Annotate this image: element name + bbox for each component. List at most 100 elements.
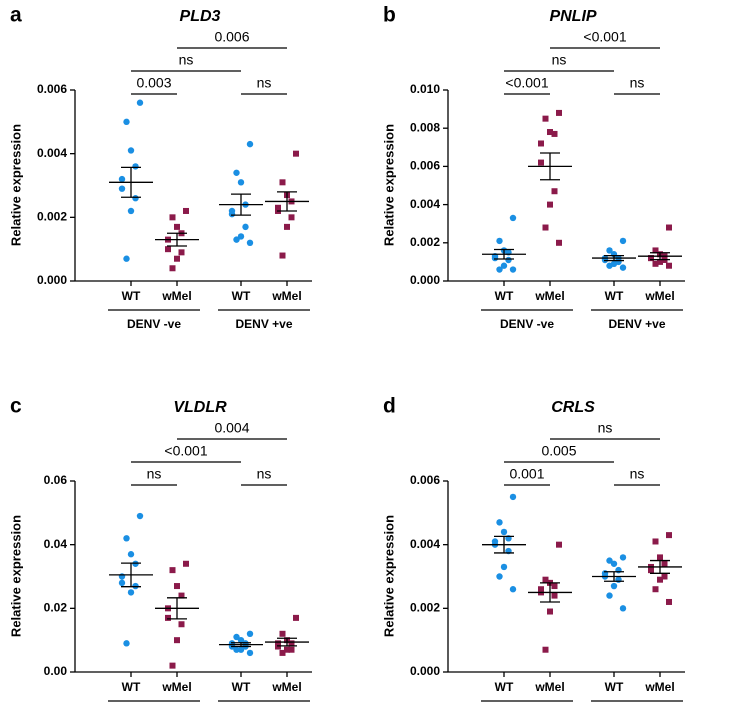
x-tick-label: WT [495, 289, 514, 303]
panel: c VLDLR Relative expression 0.00 0.02 0.04 0.0… [8, 395, 312, 709]
data-point [123, 640, 130, 647]
comparison-label: <0.001 [505, 75, 548, 91]
y-tick-label: 0.006 [410, 473, 440, 487]
comparison-label: ns [179, 52, 194, 68]
x-tick-label: wMel [271, 680, 301, 694]
y-tick-label: 0.000 [410, 664, 440, 678]
y-tick-label: 0.010 [410, 82, 440, 96]
data-point [127, 589, 135, 596]
data-point [174, 583, 180, 590]
data-point [648, 255, 654, 262]
data-point [496, 266, 503, 273]
comparison-label: ns [630, 466, 645, 482]
data-point [233, 646, 240, 653]
data-point [500, 262, 508, 269]
data-point [500, 528, 508, 536]
data-point [169, 567, 176, 574]
x-tick-label: WT [605, 289, 624, 303]
data-point [136, 512, 144, 520]
x-tick-label: WT [122, 289, 141, 303]
data-point [123, 255, 130, 262]
data-point [118, 175, 126, 183]
data-point [556, 541, 562, 548]
data-point [606, 247, 613, 254]
x-tick-label: wMel [644, 680, 674, 694]
comparison-label: <0.001 [164, 443, 207, 459]
data-point [491, 254, 499, 262]
data-point [237, 636, 245, 644]
data-point [237, 233, 245, 240]
data-point [246, 140, 254, 148]
data-point [652, 538, 659, 545]
panel: d CRLS Relative expression 0.000 0.002 0.004 0… [381, 395, 685, 709]
data-point [509, 214, 517, 222]
data-point [132, 163, 139, 170]
data-point [556, 109, 562, 116]
comparison-label: ns [552, 52, 567, 68]
data-point [652, 260, 659, 267]
data-point [165, 614, 171, 621]
y-axis-label: Relative expression [8, 124, 23, 246]
data-point [174, 255, 180, 262]
data-point [542, 646, 549, 653]
data-point [666, 598, 672, 605]
data-point [551, 592, 558, 599]
data-point [118, 579, 126, 587]
data-point [547, 201, 553, 208]
data-point [279, 630, 286, 637]
comparison-label: ns [630, 75, 645, 91]
y-axis-label: Relative expression [381, 515, 396, 637]
data-point [127, 207, 135, 215]
chart-title: PNLIP [549, 8, 596, 25]
data-point [538, 586, 544, 593]
data-point [169, 265, 176, 272]
y-axis-label: Relative expression [8, 515, 23, 637]
data-point [619, 264, 627, 271]
data-point [496, 573, 503, 580]
data-point [661, 560, 668, 567]
x-tick-label: wMel [534, 680, 564, 694]
data-point [169, 214, 176, 221]
data-point [606, 557, 613, 564]
y-tick-label: 0.008 [410, 120, 440, 134]
data-point [551, 130, 558, 137]
data-point [174, 637, 180, 644]
data-point [657, 554, 663, 561]
comparison-label: 0.005 [541, 443, 576, 459]
data-point [237, 646, 245, 653]
y-axis-label: Relative expression [381, 124, 396, 246]
comparison-label: ns [598, 420, 613, 436]
group-label: DENV -ve [500, 317, 554, 331]
data-point [538, 140, 544, 147]
comparison-label: ns [257, 75, 272, 91]
panel-letter: a [10, 4, 22, 27]
data-point [496, 237, 503, 245]
data-point [233, 236, 240, 243]
data-point [556, 239, 562, 246]
data-point [661, 573, 668, 580]
data-point [118, 185, 126, 192]
y-tick-label: 0.004 [410, 197, 440, 211]
y-tick-label: 0.004 [37, 146, 67, 160]
data-point [500, 563, 508, 571]
data-point [228, 210, 236, 218]
x-tick-label: wMel [161, 289, 191, 303]
data-point [123, 535, 130, 542]
data-point [183, 560, 189, 567]
comparison-label: ns [147, 466, 162, 482]
data-point [246, 630, 254, 637]
x-tick-label: WT [605, 680, 624, 694]
y-tick-label: 0.000 [410, 273, 440, 287]
data-point [123, 118, 130, 126]
comparison-label: 0.003 [136, 75, 171, 91]
x-tick-label: wMel [644, 289, 674, 303]
data-point [606, 592, 613, 599]
data-point [178, 592, 185, 599]
data-point [246, 649, 254, 657]
data-point [246, 239, 254, 246]
data-point [551, 188, 558, 195]
data-point [275, 640, 281, 647]
chart-title: CRLS [551, 399, 595, 416]
data-point [127, 147, 135, 154]
x-tick-label: WT [232, 680, 251, 694]
